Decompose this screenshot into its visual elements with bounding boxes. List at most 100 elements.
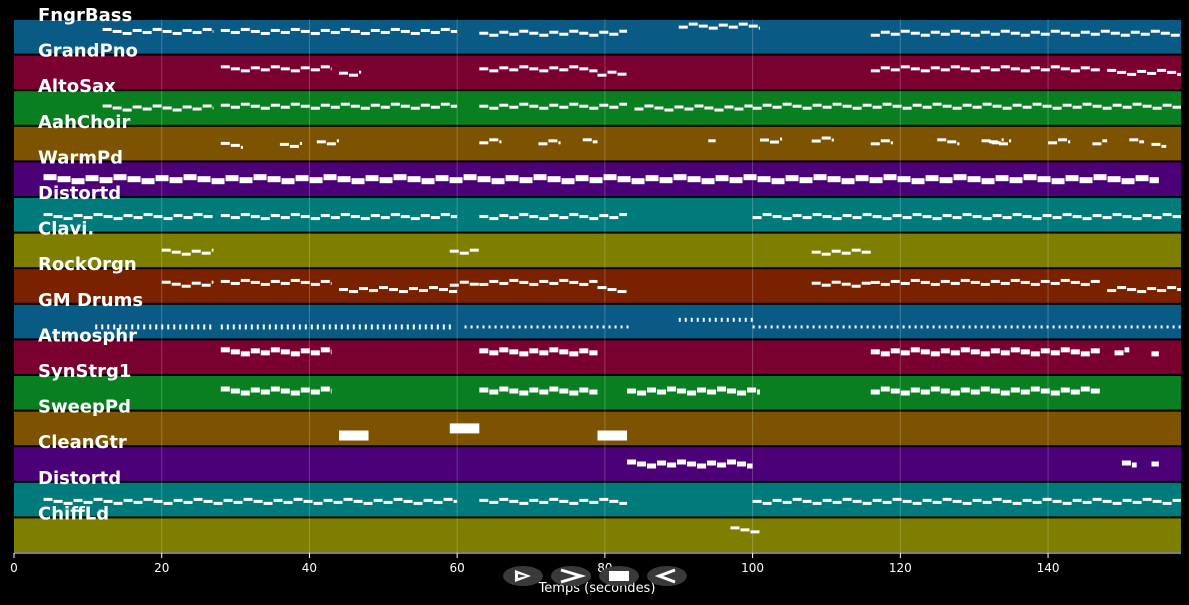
note-segment — [1114, 347, 1130, 356]
note-segment — [988, 139, 1012, 146]
x-tick-label: 140 — [1037, 561, 1060, 575]
track-lane — [14, 447, 1181, 481]
note-segment — [678, 317, 753, 322]
note-segment — [338, 70, 362, 77]
note-segment — [597, 286, 627, 294]
note-segment — [449, 280, 479, 287]
track-lane — [14, 198, 1181, 232]
note-segment — [43, 213, 213, 221]
track-name: GrandPno — [38, 41, 138, 62]
play-button[interactable] — [503, 566, 543, 586]
note-segment — [479, 213, 628, 221]
note-segment — [102, 27, 214, 35]
note-segment — [479, 102, 628, 110]
track-name: SynStrg1 — [38, 361, 131, 382]
x-axis: 0 20 40 60 80 100 120 140 — [10, 552, 1181, 575]
note-segment — [870, 139, 893, 146]
note-segment — [95, 324, 212, 330]
track-lane — [14, 126, 1181, 161]
track-lane — [14, 233, 1181, 268]
note-segment — [582, 138, 598, 144]
note-segment — [597, 70, 627, 77]
x-tick-label: 0 — [10, 561, 18, 575]
note-segment — [1107, 68, 1181, 76]
note-segment — [479, 29, 628, 37]
note-segment — [449, 423, 480, 434]
track-name: CleanGtr — [38, 432, 127, 453]
note-segment — [479, 347, 598, 357]
note-segment — [870, 386, 1100, 396]
track-names: FngrBass GrandPno AltoSax AahChoir WarmPd Dis… — [38, 5, 143, 524]
note-segment — [1092, 139, 1108, 146]
track-lane — [14, 340, 1181, 374]
track-name: ChiffLd — [38, 503, 109, 524]
note-segment — [937, 138, 960, 146]
x-tick-label: 20 — [154, 561, 169, 575]
track-name: Distortd — [38, 468, 121, 489]
stop-icon — [609, 571, 629, 581]
note-segment — [479, 278, 598, 286]
note-segment — [479, 65, 598, 73]
note-segment — [678, 22, 760, 30]
note-segment — [870, 347, 1100, 357]
x-axis-title: Temps (secondes) — [538, 581, 656, 596]
x-tick-label: 100 — [741, 561, 764, 575]
note-segment — [449, 248, 479, 255]
back-icon — [654, 568, 676, 584]
note-segment — [811, 136, 834, 143]
track-name: AltoSax — [38, 76, 116, 97]
note-segment — [220, 27, 458, 35]
note-segment — [627, 386, 760, 396]
note-segment — [220, 278, 332, 286]
note-segment — [811, 280, 871, 288]
note-segment — [43, 174, 1159, 185]
note-segment — [597, 430, 628, 441]
note-segment — [1151, 142, 1167, 148]
note-segment — [752, 102, 1181, 110]
note-segment — [1107, 286, 1181, 294]
note-segment — [752, 325, 1181, 329]
track-name: WarmPd — [38, 147, 123, 168]
x-tick-label: 120 — [889, 561, 912, 575]
note-segment — [870, 65, 1100, 73]
track-name: Distortd — [38, 183, 121, 204]
stop-button[interactable] — [599, 566, 639, 586]
note-segment — [161, 248, 214, 256]
note-segment — [220, 141, 243, 149]
note-segment — [220, 65, 332, 73]
note-segment — [338, 286, 458, 294]
track-name: GM Drums — [38, 290, 143, 311]
note-segment — [759, 137, 783, 144]
note-segment — [479, 497, 628, 505]
note-segment — [1151, 351, 1159, 357]
note-segment — [870, 278, 1100, 286]
note-segment — [1129, 138, 1145, 144]
back-button[interactable] — [647, 566, 687, 586]
note-segment — [102, 104, 214, 112]
track-lane — [14, 482, 1181, 517]
note-segment — [752, 213, 1181, 221]
note-segment — [479, 386, 598, 396]
note-segment — [811, 248, 871, 256]
chevron-right-icon — [560, 568, 587, 584]
note-segment — [220, 386, 332, 396]
note-segment — [1048, 138, 1071, 145]
note-segment — [220, 347, 332, 357]
next-button[interactable] — [551, 566, 591, 586]
playback-controls[interactable] — [503, 566, 687, 586]
track-lane — [14, 304, 1181, 339]
track-lane — [14, 20, 1181, 54]
note-segment — [464, 325, 629, 329]
track-name: SweepPd — [38, 397, 131, 418]
track-name: Atmosphr — [38, 325, 137, 346]
note-segment — [220, 102, 458, 110]
track-lane — [14, 518, 1181, 552]
play-icon — [515, 570, 531, 582]
note-segment — [220, 324, 451, 330]
x-tick-label: 60 — [450, 561, 465, 575]
note-segment — [1121, 460, 1137, 468]
note-segment — [752, 497, 1181, 505]
note-segment — [708, 139, 716, 143]
note-segment — [870, 29, 1181, 37]
